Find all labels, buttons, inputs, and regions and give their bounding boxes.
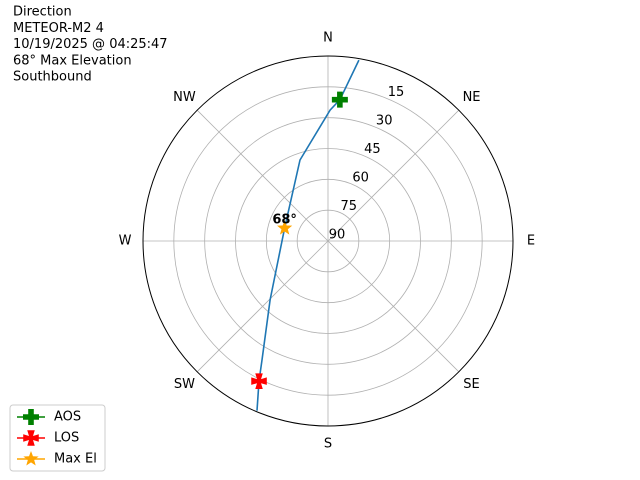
legend-marker [23,409,39,425]
grid-spoke [327,240,460,373]
theta-tick-label: SE [463,377,479,392]
info-line: Direction [13,5,72,20]
legend: AOS LOS Max El [9,404,106,472]
info-line: Southbound [13,70,92,85]
outer-circle [142,55,514,427]
legend-marker [23,430,39,446]
r-tick-label: 30 [376,114,393,129]
legend-marker [23,451,39,466]
grid-spoke [327,109,460,242]
theta-tick-label: W [119,234,132,249]
marker-star [277,220,293,235]
marker-plus [331,91,348,108]
theta-tick-label: NW [173,90,196,105]
legend-label: Max El [54,452,97,467]
theta-tick-label: NE [463,90,481,105]
grid-spoke [196,240,329,373]
info-line: METEOR-M2 4 [13,21,104,36]
r-tick-label: 45 [364,142,381,157]
info-line: 10/19/2025 @ 04:25:47 [13,37,168,52]
theta-tick-label: N [323,31,333,46]
r-tick-label: 75 [341,199,358,214]
r-tick-label: 15 [388,85,405,100]
theta-tick-label: SW [174,377,195,392]
info-line: 68° Max Elevation [13,53,132,68]
legend-label: LOS [54,431,79,446]
grid-spoke [196,109,329,242]
theta-tick-label: E [527,234,535,249]
marker-x [251,373,267,389]
r-tick-label: 90 [329,228,346,243]
legend-label: AOS [54,410,81,425]
annotation: 68° [272,213,297,228]
theta-tick-label: S [324,437,332,452]
r-tick-label: 60 [352,171,369,186]
